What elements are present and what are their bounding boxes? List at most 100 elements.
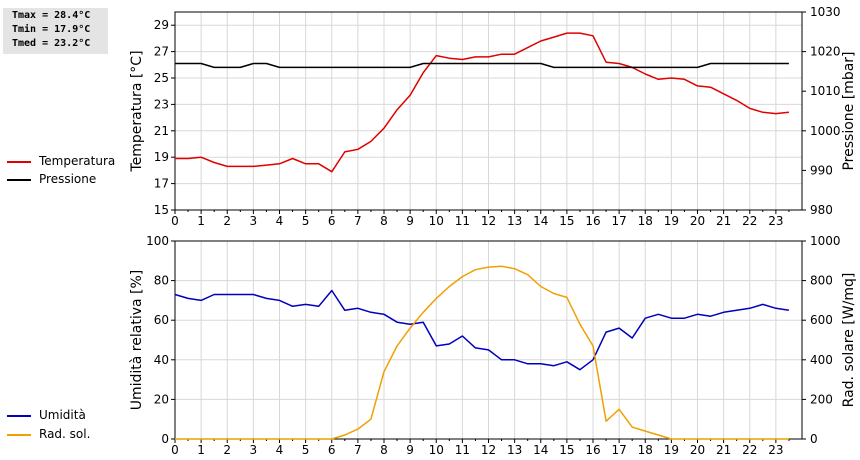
bottom-chart: 0 1 2 3 4 5 6 7 8 9 10 11 12 13 14 15 16 17 18 19 20 21 22 2302… [129,234,857,457]
top-y-tick-label: 15 [154,203,169,217]
legend-swatch-rad-sol [7,434,31,436]
bottom-x-tick-label: 20 [690,443,705,457]
top-x-tick-label: 19 [664,214,679,228]
bottom-x-tick-label: 12 [481,443,496,457]
legend-swatch-umidita [7,415,31,417]
bottom-y2-tick-label: 400 [810,353,833,367]
top-x-tick-label: 3 [250,214,258,228]
top-plot-frame [174,11,803,211]
top-x-tick-label: 18 [638,214,653,228]
top-x-tick-label: 7 [354,214,362,228]
bottom-x-tick-label: 1 [197,443,205,457]
bottom-x-tick-label: 11 [455,443,470,457]
bottom-x-tick-label: 2 [223,443,231,457]
top-y-tick-label: 27 [154,45,169,59]
bottom-y2-tick-label: 600 [810,313,833,327]
stat-tmed: Tmed = 23.2°C [12,38,91,49]
top-x-tick-label: 16 [585,214,600,228]
legend-label-temperatura: Temperatura [39,154,116,168]
bottom-y-tick-label: 20 [154,392,169,406]
top-y-tick-label: 21 [154,124,169,138]
top-x-tick-label: 21 [716,214,731,228]
bottom-x-tick-label: 5 [302,443,310,457]
bottom-x-tick-label: 9 [406,443,414,457]
top-chart: 0 1 2 3 4 5 6 7 8 9 10 11 12 13 14 15 16 17 18 19 20 21 22 2315… [129,5,857,228]
top-x-tick-label: 9 [406,214,414,228]
bottom-x-tick-label: 21 [716,443,731,457]
bottom-x-tick-label: 10 [429,443,444,457]
bottom-x-tick-label: 23 [768,443,783,457]
bottom-y2-tick-label: 200 [810,392,833,406]
top-y-tick-label: 19 [154,150,169,164]
series-line-umidit [174,289,790,371]
bottom-y2-tick-label: 800 [810,274,833,288]
top-y2-tick-label: 1000 [810,124,841,138]
top-x-tick-label: 10 [429,214,444,228]
bottom-x-tick-label: 7 [354,443,362,457]
legend-label-umidita: Umidità [39,408,86,422]
bottom-x-tick-label: 15 [559,443,574,457]
legend-item-temperatura: Temperatura [7,154,137,170]
series-line-rad-sol [175,265,789,440]
bottom-y-tick-label: 40 [154,353,169,367]
bottom-y-tick-label: 60 [154,313,169,327]
top-y-tick-label: 29 [154,18,169,32]
stat-tmin: Tmin = 17.9°C [12,24,91,35]
top-y2-axis-title: Pressione [mbar] [841,51,857,170]
series-line-temperatura [175,32,789,173]
top-y2-tick-label: 1020 [810,45,841,59]
bottom-x-tick-label: 8 [380,443,388,457]
top-y2-tick-label: 990 [810,163,833,177]
legend-label-pressione: Pressione [39,172,97,186]
top-x-tick-label: 15 [559,214,574,228]
bottom-plot-frame [174,240,803,440]
bottom-x-tick-label: 4 [276,443,284,457]
bottom-y-tick-label: 0 [161,432,169,446]
top-x-tick-label: 14 [533,214,548,228]
top-x-tick-label: 6 [328,214,336,228]
top-x-tick-label: 11 [455,214,470,228]
legend-swatch-temperatura [7,161,31,163]
top-y-tick-label: 25 [154,71,169,85]
legend-item-umidita: Umidità [7,408,137,424]
top-y-axis-title: Temperatura [°C] [129,50,145,172]
bottom-x-tick-label: 3 [250,443,258,457]
top-x-tick-label: 12 [481,214,496,228]
bottom-x-tick-label: 16 [585,443,600,457]
top-x-tick-label: 5 [302,214,310,228]
top-y2-tick-label: 980 [810,203,833,217]
bottom-x-tick-label: 22 [742,443,757,457]
top-x-tick-label: 0 [171,214,179,228]
stats-box: Tmax = 28.4°C Tmin = 17.9°C Tmed = 23.2°… [3,8,108,54]
legend-label-rad-sol: Rad. sol. [39,427,91,441]
bottom-y-tick-label: 80 [154,274,169,288]
bottom-x-tick-label: 6 [328,443,336,457]
bottom-y2-tick-label: 0 [810,432,818,446]
legend-swatch-pressione [7,179,31,181]
bottom-x-tick-label: 13 [507,443,522,457]
bottom-x-tick-label: 19 [664,443,679,457]
top-y-tick-label: 23 [154,97,169,111]
bottom-y-tick-label: 100 [146,234,169,248]
top-x-tick-label: 8 [380,214,388,228]
top-x-tick-label: 17 [611,214,626,228]
top-y2-tick-label: 1030 [810,5,841,19]
top-y2-tick-label: 1010 [810,84,841,98]
top-x-tick-label: 22 [742,214,757,228]
top-x-tick-label: 13 [507,214,522,228]
top-y-tick-label: 17 [154,177,169,191]
top-x-tick-label: 20 [690,214,705,228]
bottom-y2-tick-label: 1000 [810,234,841,248]
bottom-x-tick-label: 18 [638,443,653,457]
legend-item-rad-sol: Rad. sol. [7,427,137,443]
bottom-y2-axis-title: Rad. solare [W/mq] [841,273,857,408]
bottom-x-tick-label: 0 [171,443,179,457]
top-x-tick-label: 23 [768,214,783,228]
top-x-tick-label: 1 [197,214,205,228]
bottom-x-tick-label: 14 [533,443,548,457]
legend-item-pressione: Pressione [7,172,137,188]
top-x-tick-label: 2 [223,214,231,228]
bottom-x-tick-label: 17 [611,443,626,457]
stat-tmax: Tmax = 28.4°C [12,10,91,21]
